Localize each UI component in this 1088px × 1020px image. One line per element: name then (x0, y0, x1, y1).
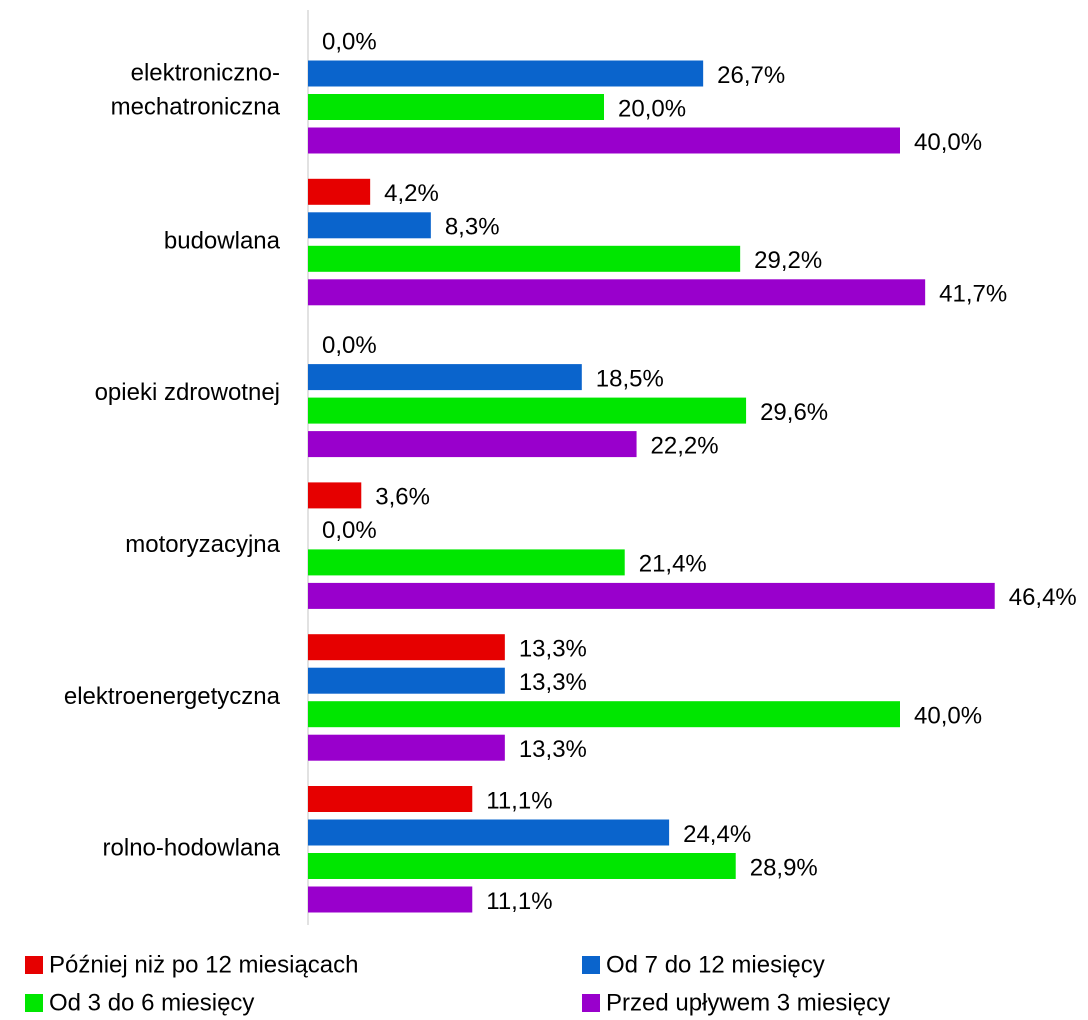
bar (308, 634, 505, 661)
value-label: 11,1% (486, 787, 552, 814)
value-label: 24,4% (683, 821, 751, 848)
value-label: 29,2% (754, 247, 822, 274)
value-label: 41,7% (939, 281, 1007, 308)
legend-label: Później niż po 12 miesiącach (49, 951, 359, 978)
value-label: 13,3% (519, 636, 587, 663)
bar (308, 60, 704, 87)
value-label: 26,7% (717, 62, 785, 89)
value-label: 13,3% (519, 669, 587, 696)
bar (308, 364, 582, 391)
value-label: 40,0% (914, 703, 982, 730)
bar (308, 667, 505, 694)
value-label: 28,9% (750, 854, 818, 881)
category-label: elektroniczno-mechatroniczna (111, 60, 281, 121)
bar (308, 701, 900, 728)
bar (308, 549, 625, 576)
value-label: 0,0% (322, 28, 377, 55)
bar (308, 178, 371, 205)
bar (308, 819, 670, 846)
bar (308, 212, 431, 239)
bar (308, 482, 362, 509)
category-label: rolno-hodowlana (103, 835, 281, 862)
value-label: 0,0% (322, 332, 377, 359)
bar (308, 582, 995, 609)
value-label: 11,1% (486, 888, 552, 915)
value-label: 18,5% (596, 365, 664, 392)
value-label: 4,2% (384, 180, 439, 207)
bar (308, 279, 926, 306)
category-label: opieki zdrowotnej (95, 379, 280, 406)
value-label: 22,2% (651, 432, 719, 459)
bar (308, 853, 736, 879)
value-label: 0,0% (322, 517, 377, 544)
value-label: 21,4% (639, 551, 707, 578)
bar (308, 397, 747, 424)
bar (308, 786, 473, 812)
bar (308, 127, 900, 154)
legend-swatch (25, 994, 43, 1012)
bar (308, 886, 473, 913)
legend-label: Od 7 do 12 miesięcy (606, 951, 825, 978)
bar (308, 734, 505, 761)
legend-swatch (582, 956, 600, 974)
value-label: 29,6% (760, 399, 828, 426)
legend-swatch (25, 956, 43, 974)
bar (308, 245, 741, 272)
bar (308, 431, 637, 458)
value-label: 20,0% (618, 95, 686, 122)
legend-label: Od 3 do 6 miesięcy (49, 989, 254, 1016)
value-label: 13,3% (519, 736, 587, 763)
bar (308, 94, 604, 120)
category-label: budowlana (164, 227, 281, 254)
value-label: 46,4% (1009, 584, 1077, 611)
value-label: 40,0% (914, 129, 982, 156)
legend-swatch (582, 994, 600, 1012)
value-label: 8,3% (445, 214, 500, 241)
category-label: motoryzacyjna (125, 531, 280, 558)
legend-label: Przed upływem 3 miesięcy (606, 989, 890, 1016)
category-label: elektroenergetyczna (64, 683, 281, 710)
value-label: 3,6% (375, 484, 430, 511)
